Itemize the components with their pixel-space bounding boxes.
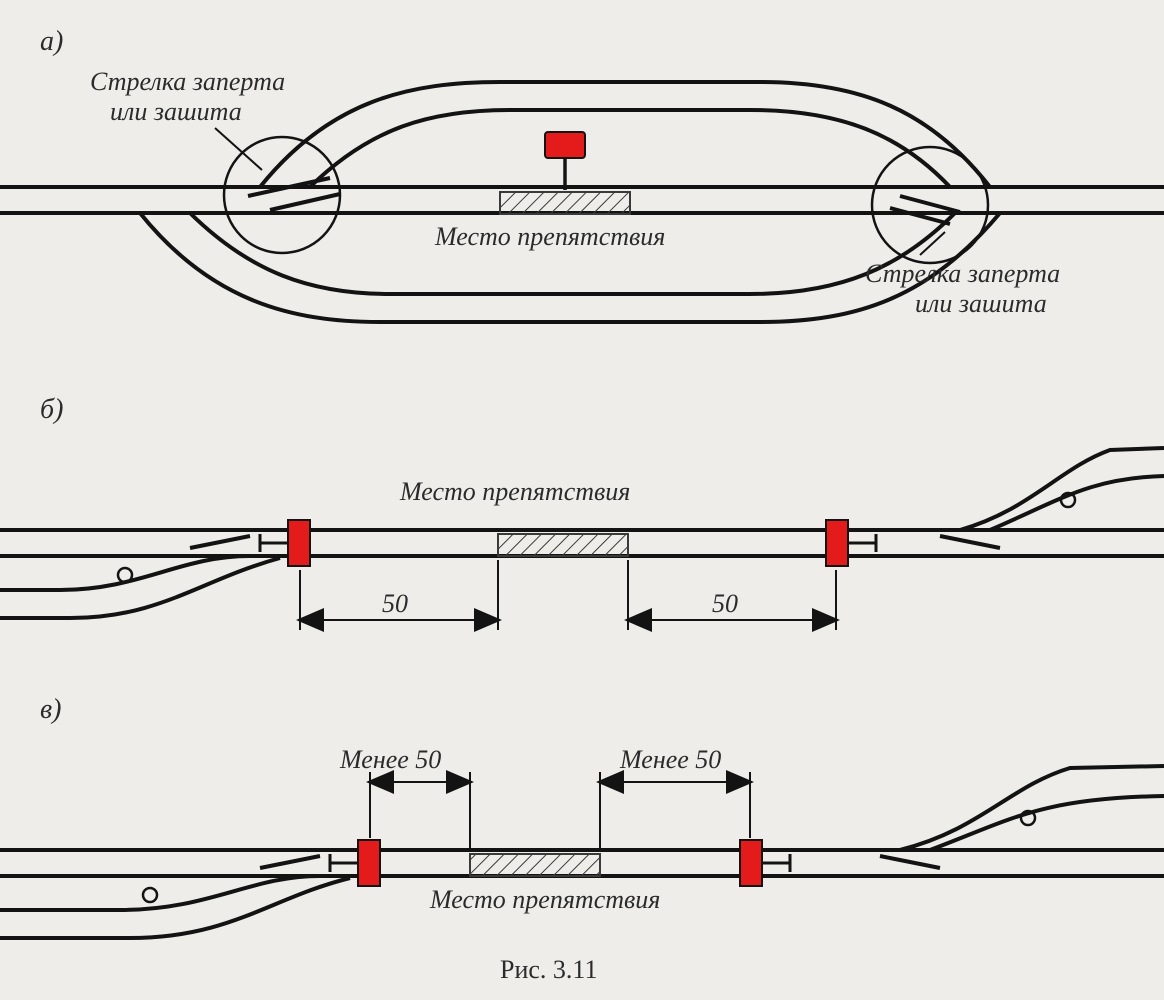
panel-c-label: в) (40, 694, 61, 725)
signal-a (545, 132, 585, 158)
signal-b-left (260, 520, 310, 566)
foul-marker-c-left (143, 888, 157, 902)
panel-c-dim-left: Менее 50 (339, 745, 441, 774)
figure-page: а) Стрелка заперта или зашита Стрелка за… (0, 0, 1164, 1000)
panel-b-dim-right: 50 (712, 589, 738, 618)
panel-c-obstacle-label: Место препятствия (429, 885, 660, 914)
signal-c-left (330, 840, 380, 886)
panel-a: а) Стрелка заперта или зашита Стрелка за… (0, 26, 1164, 322)
switch-circle-left (224, 137, 340, 253)
panel-a-right-annot-2: или зашита (915, 289, 1047, 318)
panel-b-label: б) (40, 394, 63, 425)
obstacle-a (500, 192, 630, 214)
figure-caption: Рис. 3.11 (500, 955, 597, 984)
signal-b-right (826, 520, 876, 566)
panel-a-right-annot-1: Стрелка заперта (865, 259, 1060, 288)
panel-b: б) Место препятствия (0, 394, 1164, 630)
obstacle-b (498, 534, 628, 556)
panel-a-left-annot-2: или зашита (110, 97, 242, 126)
diagram-svg: а) Стрелка заперта или зашита Стрелка за… (0, 0, 1164, 1000)
signal-c-right (740, 840, 790, 886)
panel-c-dim-right: Менее 50 (619, 745, 721, 774)
panel-a-obstacle-label: Место препятствия (434, 222, 665, 251)
panel-c: в) Место препятствия (0, 694, 1164, 938)
obstacle-c (470, 854, 600, 876)
panel-b-obstacle-label: Место препятствия (399, 477, 630, 506)
foul-marker-b-left (118, 568, 132, 582)
panel-a-left-annot-1: Стрелка заперта (90, 67, 285, 96)
panel-b-dim-left: 50 (382, 589, 408, 618)
panel-a-label: а) (40, 26, 63, 57)
